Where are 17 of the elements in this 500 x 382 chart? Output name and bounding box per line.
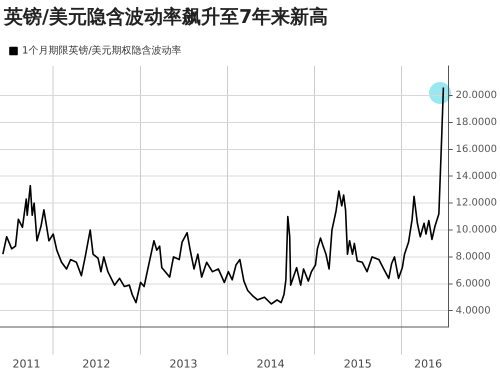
y-tick-label: 18.0000 bbox=[456, 117, 498, 128]
x-tick-label: 2013 bbox=[170, 357, 198, 370]
y-tick-label: 8.0000 bbox=[456, 251, 491, 262]
x-tick-label: 2016 bbox=[414, 357, 442, 370]
x-tick-label: 2011 bbox=[12, 357, 40, 370]
y-tick-label: 14.0000 bbox=[456, 170, 498, 182]
y-tick-label: 12.0000 bbox=[456, 198, 498, 209]
y-tick-label: 4.0000 bbox=[456, 305, 491, 316]
legend-label: 1个月期限英镑/美元期权隐含波动率 bbox=[22, 44, 182, 57]
y-tick-label: 16.0000 bbox=[456, 144, 498, 155]
y-tick-label: 10.0000 bbox=[456, 224, 498, 236]
x-tick-label: 2015 bbox=[344, 357, 372, 370]
x-tick-label: 2012 bbox=[82, 357, 110, 370]
chart-title: 英镑/美元隐含波动率飙升至7年来新高 bbox=[4, 5, 328, 30]
y-tick-label: 20.0000 bbox=[456, 90, 498, 102]
y-tick-label: 6.0000 bbox=[456, 278, 491, 290]
x-tick-label: 2014 bbox=[256, 357, 285, 370]
